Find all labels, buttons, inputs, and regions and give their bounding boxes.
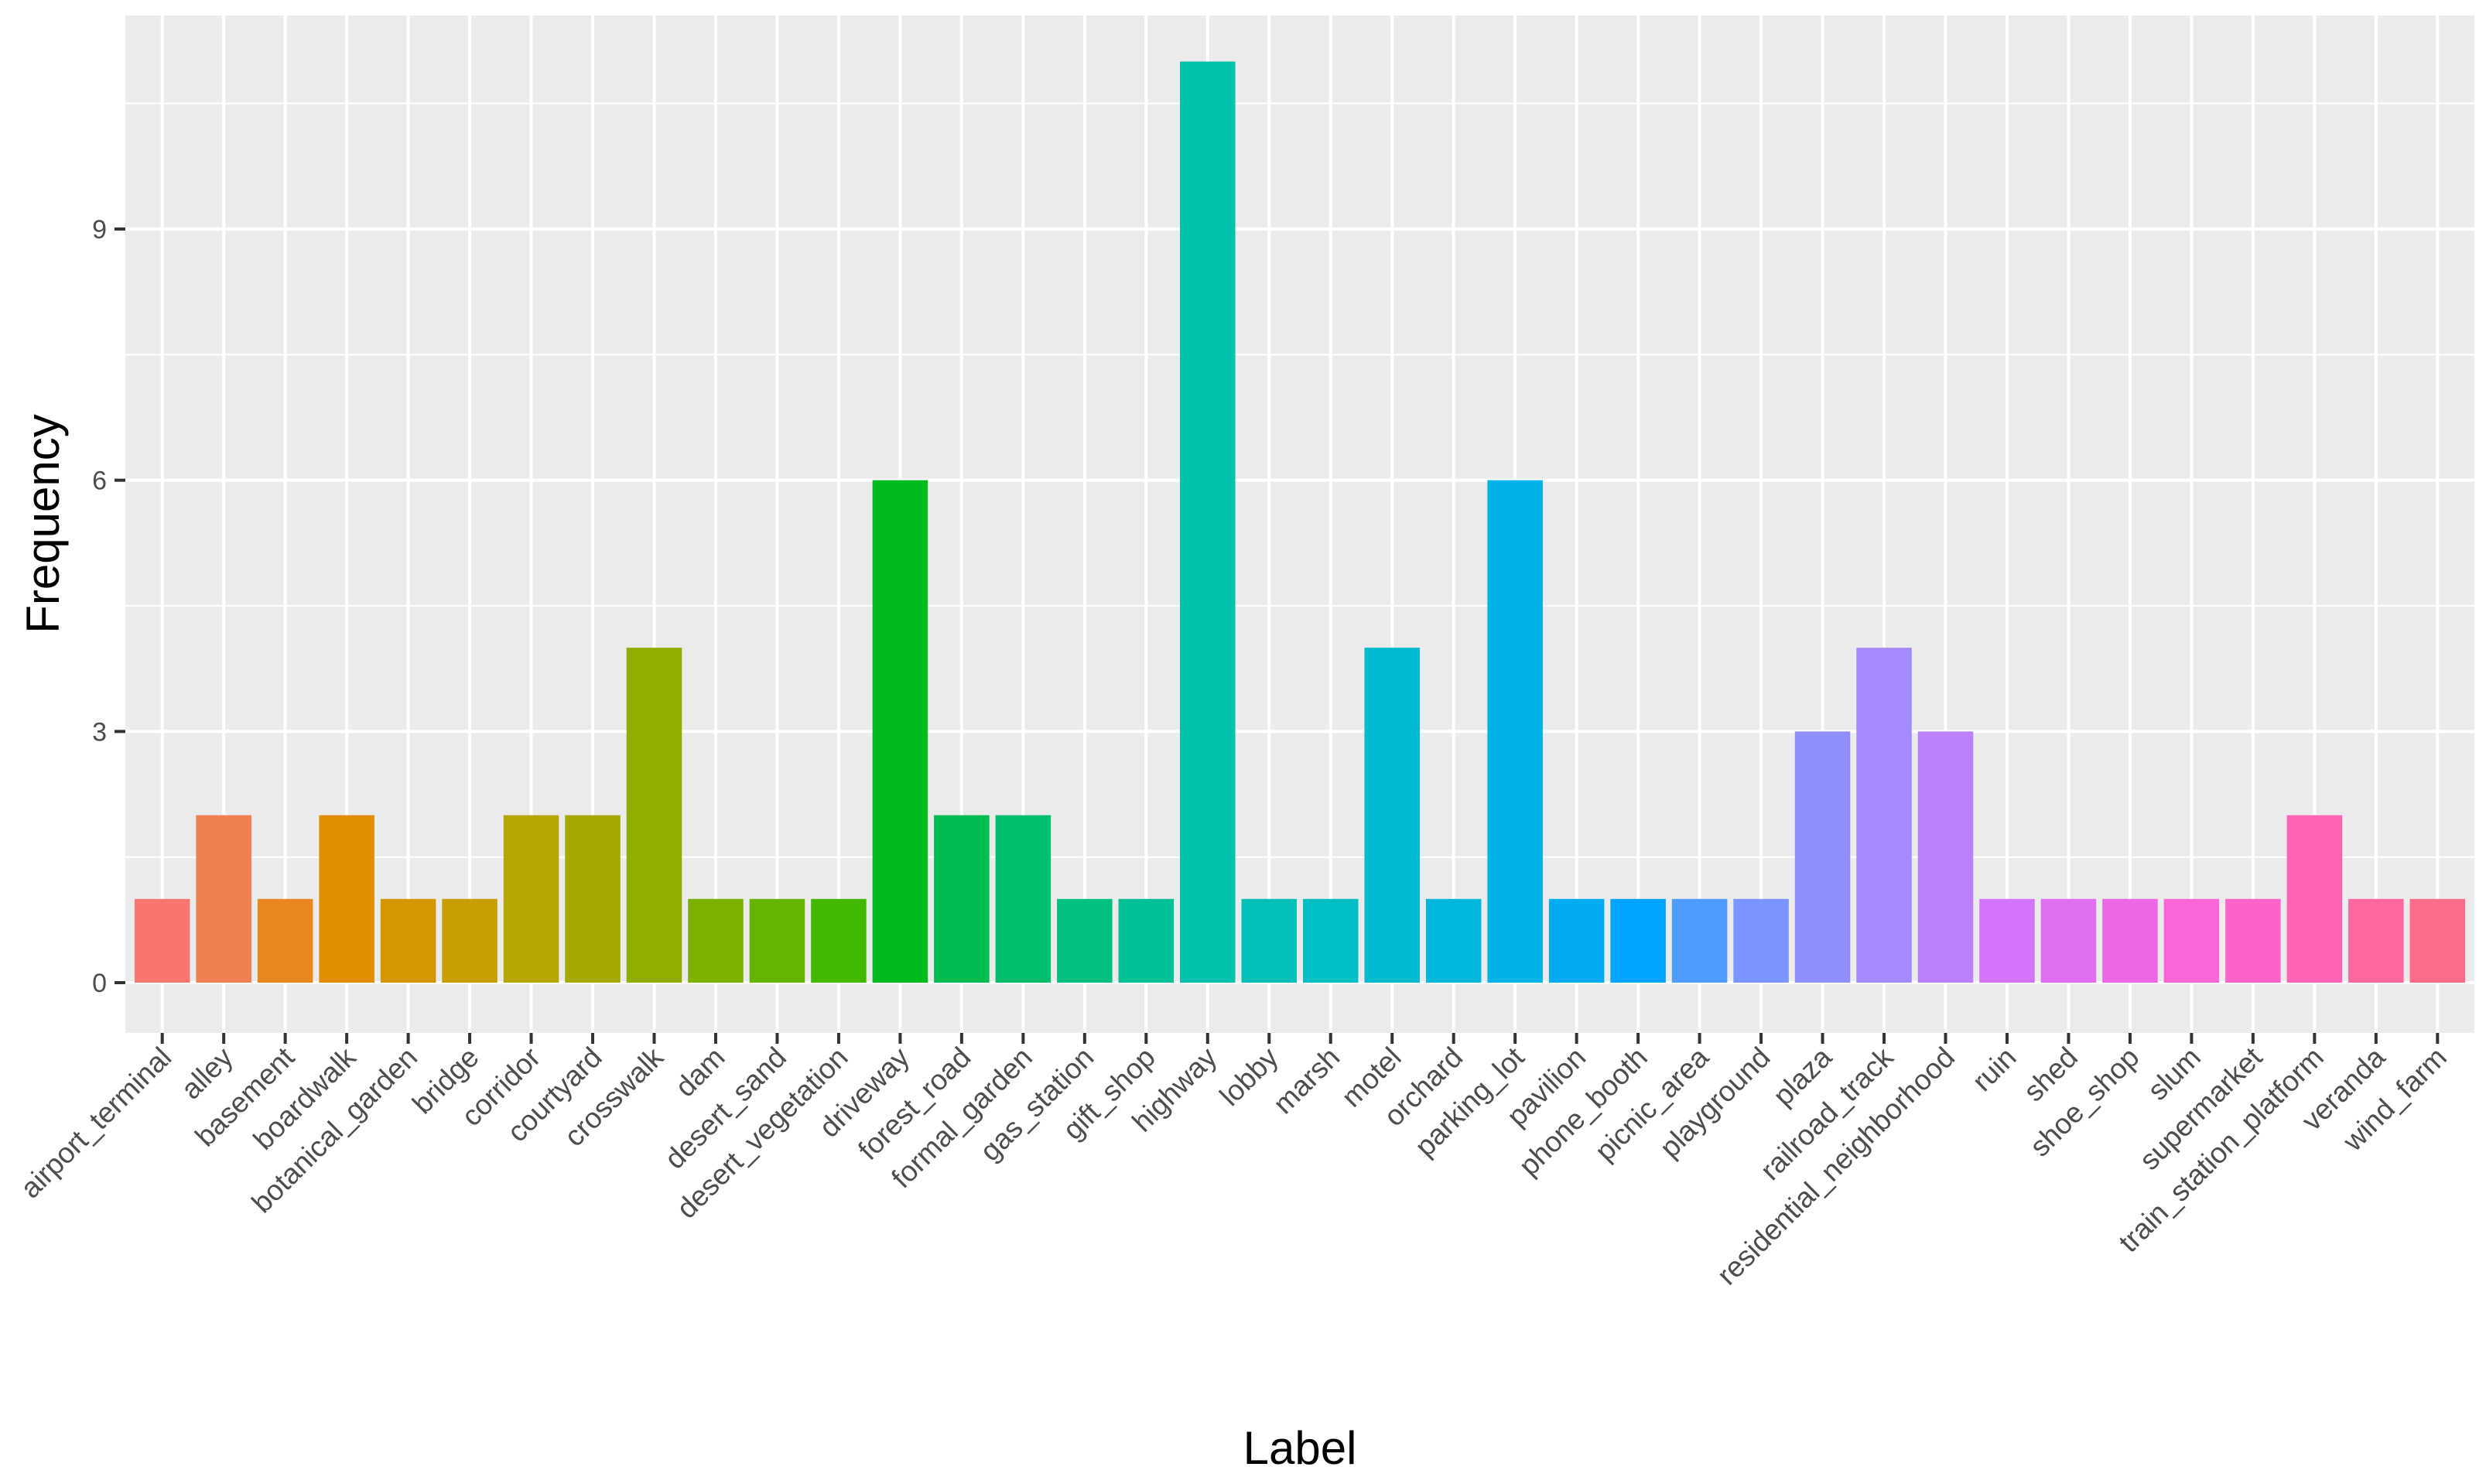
bar-desert_vegetation	[811, 898, 867, 983]
bar-lobby	[1241, 898, 1298, 983]
bar-railroad_track	[1856, 648, 1912, 983]
y-tick-label: 6	[92, 467, 107, 496]
x-axis-title: Label	[1243, 1422, 1357, 1474]
bar-plaza	[1794, 731, 1851, 983]
bar-orchard	[1425, 898, 1482, 983]
bar-gas_station	[1057, 898, 1113, 983]
bar-desert_sand	[749, 898, 805, 983]
plot-panel	[125, 15, 2474, 1033]
bar-marsh	[1302, 898, 1359, 983]
bar-basement	[257, 898, 313, 983]
bar-gift_shop	[1118, 898, 1175, 983]
bar-courtyard	[565, 815, 621, 983]
bar-shoe_shop	[2102, 898, 2158, 983]
bar-ruin	[1979, 898, 2035, 983]
x-tick-label: ruin	[1966, 1041, 2023, 1098]
x-tick-label: marsh	[1267, 1041, 1346, 1120]
bar-wind_farm	[2409, 898, 2466, 983]
bar-pavilion	[1548, 898, 1605, 983]
bar-driveway	[872, 480, 928, 983]
bar-dam	[688, 898, 744, 983]
bar-shed	[2040, 898, 2097, 983]
x-tick-label: airport_terminal	[15, 1041, 178, 1205]
bar-highway	[1180, 61, 1236, 983]
bar-boardwalk	[319, 815, 374, 983]
bar-forest_road	[934, 815, 990, 983]
bar-motel	[1364, 648, 1420, 983]
bar-supermarket	[2225, 898, 2281, 983]
bar-train_station_platform	[2286, 815, 2343, 983]
bar-botanical_garden	[380, 898, 436, 983]
bar-bridge	[442, 898, 498, 983]
y-tick-label: 3	[92, 717, 107, 747]
bar-parking_lot	[1487, 480, 1543, 983]
y-tick-label: 0	[92, 969, 107, 998]
bar-crosswalk	[626, 648, 682, 983]
bar-slum	[2163, 898, 2220, 983]
bars	[134, 61, 2466, 983]
bar-airport_terminal	[134, 898, 190, 983]
y-axis-title: Frequency	[17, 414, 69, 633]
bar-veranda	[2348, 898, 2404, 983]
bar-corridor	[503, 815, 559, 983]
bar-phone_booth	[1610, 898, 1666, 983]
bar-picnic_area	[1671, 898, 1728, 983]
bar-formal_garden	[995, 815, 1052, 983]
y-tick-label: 9	[92, 215, 107, 244]
bar-playground	[1733, 898, 1789, 983]
bar-alley	[196, 815, 251, 983]
bar-residential_neighborhood	[1917, 731, 1974, 983]
